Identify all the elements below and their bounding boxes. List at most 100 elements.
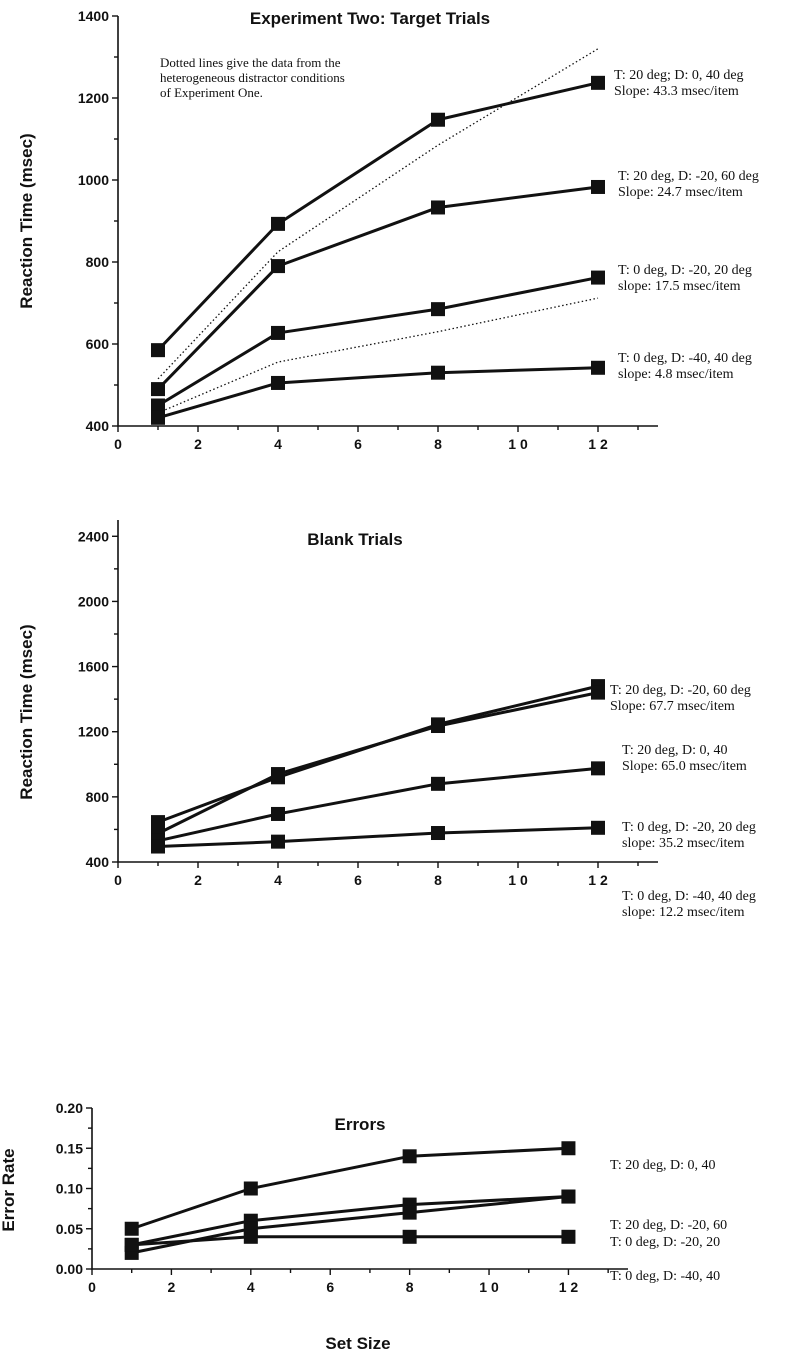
data-point xyxy=(591,75,605,90)
data-point xyxy=(431,365,445,380)
data-point xyxy=(271,806,285,821)
data-point xyxy=(151,839,165,854)
data-point xyxy=(561,1141,576,1156)
data-point xyxy=(561,1189,576,1204)
data-point xyxy=(431,200,445,215)
data-point xyxy=(151,410,165,425)
series-line-a xyxy=(156,81,599,352)
data-point xyxy=(271,259,285,274)
x-tick-label: 4 xyxy=(247,1279,255,1295)
data-point xyxy=(151,398,165,413)
series-line-b xyxy=(156,185,599,391)
x-tick-label: 2 xyxy=(194,436,202,452)
dotted-series-line-1 xyxy=(157,48,599,380)
y-tick-label: 600 xyxy=(86,336,110,352)
y-axis-label: Error Rate xyxy=(0,1148,18,1231)
series-line-c xyxy=(131,1195,569,1255)
y-tick-label: 0.20 xyxy=(56,1100,83,1116)
x-tick-label: 1 0 xyxy=(508,436,528,452)
x-tick-label: 1 2 xyxy=(588,436,608,452)
series-label: T: 0 deg, D: -20, 20 xyxy=(610,1235,720,1250)
x-tick-label: 4 xyxy=(274,436,282,452)
x-tick-label: 6 xyxy=(354,436,362,452)
y-tick-label: 0.15 xyxy=(56,1140,83,1156)
series-line-d xyxy=(157,366,599,420)
series-label: Slope: 43.3 msec/item xyxy=(614,84,739,99)
data-point xyxy=(271,375,285,390)
data-point xyxy=(271,834,285,849)
series-line-b xyxy=(157,691,599,835)
series-label: slope: 4.8 msec/item xyxy=(618,367,734,382)
series-label: T: 0 deg, D: -40, 40 xyxy=(610,1269,720,1284)
y-tick-label: 400 xyxy=(86,418,110,434)
y-tick-label: 2000 xyxy=(78,593,109,609)
y-tick-label: 800 xyxy=(86,789,110,805)
series-label: T: 0 deg, D: -40, 40 deg xyxy=(618,351,752,366)
series-line-d xyxy=(131,1235,569,1247)
series-label: T: 20 deg, D: 0, 40 xyxy=(610,1158,715,1173)
x-tick-label: 1 2 xyxy=(559,1279,579,1295)
series-label: slope: 12.2 msec/item xyxy=(622,905,745,920)
data-point xyxy=(151,343,165,358)
x-tick-label: 0 xyxy=(114,872,122,888)
data-point xyxy=(402,1229,417,1244)
data-point xyxy=(591,179,605,194)
series-label: Slope: 67.7 msec/item xyxy=(610,699,735,714)
x-tick-label: 6 xyxy=(326,1279,334,1295)
data-point xyxy=(243,1229,258,1244)
data-point xyxy=(431,112,445,127)
y-axis-label: Reaction Time (msec) xyxy=(17,624,36,799)
series-label: Slope: 24.7 msec/item xyxy=(618,185,743,200)
series-line-d xyxy=(157,826,599,849)
series-label: T: 20 deg; D: 0, 40 deg xyxy=(614,68,744,83)
series-label: slope: 17.5 msec/item xyxy=(618,279,741,294)
y-tick-label: 800 xyxy=(86,254,110,270)
annotation-note: Dotted lines give the data from the xyxy=(160,55,341,70)
series-label: slope: 35.2 msec/item xyxy=(622,836,745,851)
series-label: T: 0 deg, D: -40, 40 deg xyxy=(622,889,756,904)
dotted-series-line-2 xyxy=(157,297,599,414)
series-label: T: 0 deg, D: -20, 20 deg xyxy=(618,263,752,278)
x-tick-label: 0 xyxy=(114,436,122,452)
data-point xyxy=(151,382,165,397)
series-line-a xyxy=(131,1146,569,1231)
y-tick-label: 400 xyxy=(86,854,110,870)
series-line-c xyxy=(157,276,599,407)
data-point xyxy=(124,1221,139,1236)
x-tick-label: 6 xyxy=(354,872,362,888)
y-tick-label: 1000 xyxy=(78,172,109,188)
y-tick-label: 0.05 xyxy=(56,1221,83,1237)
x-tick-label: 8 xyxy=(406,1279,414,1295)
x-tick-label: 2 xyxy=(168,1279,176,1295)
annotation-note: heterogeneous distractor conditions xyxy=(160,70,345,85)
data-point xyxy=(561,1229,576,1244)
data-point xyxy=(402,1205,417,1220)
y-tick-label: 1200 xyxy=(78,724,109,740)
chart-title: Experiment Two: Target Trials xyxy=(250,9,490,28)
chart-panel-2: 400 800 1200 1600 2000 2400 0 2 4 6 8 1 0 1 2 Blank T… xyxy=(17,520,756,920)
chart-title: Blank Trials xyxy=(307,530,402,549)
x-axis-label: Set Size xyxy=(325,1334,390,1353)
chart-title: Errors xyxy=(334,1115,385,1134)
series-label: T: 20 deg, D: -20, 60 deg xyxy=(618,169,759,184)
data-point xyxy=(431,776,445,791)
data-point xyxy=(124,1237,139,1252)
data-point xyxy=(431,826,445,841)
data-point xyxy=(271,325,285,340)
data-point xyxy=(591,685,605,700)
data-point xyxy=(591,761,605,776)
data-point xyxy=(271,767,285,782)
data-point xyxy=(431,302,445,317)
x-tick-label: 1 2 xyxy=(588,872,608,888)
data-point xyxy=(151,815,165,830)
y-tick-label: 1200 xyxy=(78,90,109,106)
annotation-note: of Experiment One. xyxy=(160,85,263,100)
series-line-c xyxy=(157,766,599,843)
series-label: T: 20 deg, D: -20, 60 xyxy=(610,1218,727,1233)
series-label: T: 20 deg, D: -20, 60 deg xyxy=(610,683,751,698)
y-tick-label: 0.10 xyxy=(56,1181,83,1197)
data-point xyxy=(243,1181,258,1196)
y-tick-label: 1600 xyxy=(78,659,109,675)
